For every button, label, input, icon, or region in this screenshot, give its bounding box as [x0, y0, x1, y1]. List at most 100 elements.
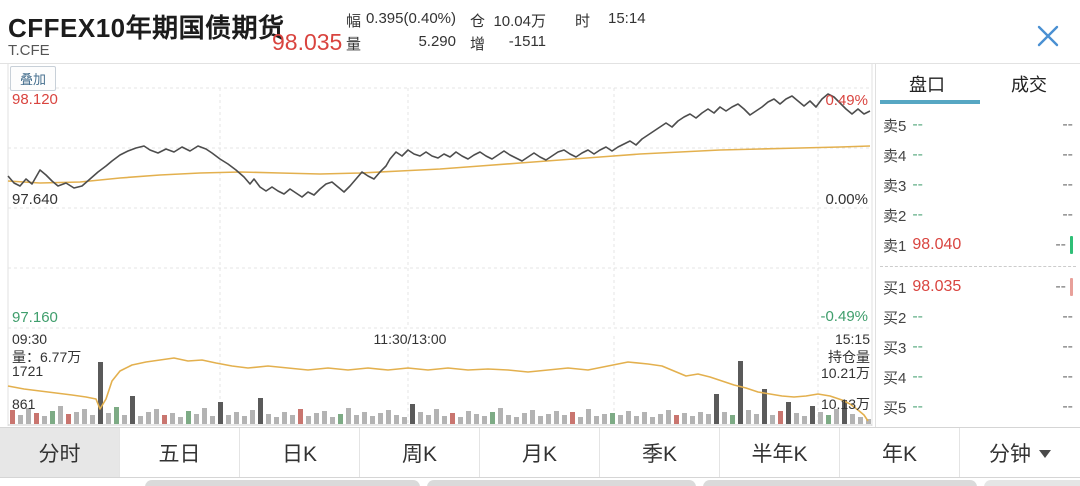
- book-row-price: --: [912, 398, 923, 415]
- book-row-price: --: [912, 146, 923, 163]
- pct-axis-top: 0.49%: [825, 92, 868, 109]
- bottom-action-pill[interactable]: [984, 480, 1080, 486]
- book-row-price: --: [912, 176, 923, 193]
- book-row-price: 98.035: [912, 278, 962, 295]
- dropdown-caret-icon: [1039, 450, 1051, 458]
- book-row-price: --: [912, 116, 923, 133]
- period-tab-label: 月K: [521, 442, 557, 466]
- period-tab-label: 年K: [881, 442, 917, 466]
- price-line: [7, 93, 871, 198]
- period-tab-label: 半年K: [751, 442, 808, 466]
- period-tab-label: 周K: [401, 442, 437, 466]
- book-row-label: 卖3: [883, 177, 907, 195]
- open-interest-low: 10.13万: [820, 396, 870, 412]
- period-tab-label: 分时: [38, 442, 81, 466]
- last-price: 98.035: [272, 29, 343, 55]
- instrument-code: T.CFE: [8, 42, 50, 59]
- pct-axis-mid: 0.00%: [825, 191, 868, 208]
- order-book-row[interactable]: 卖2 -- --: [876, 200, 1080, 230]
- period-tab-label: 分钟: [989, 442, 1031, 466]
- book-row-label: 买3: [883, 339, 907, 357]
- book-row-label: 买5: [883, 399, 907, 417]
- book-row-price: --: [912, 368, 923, 385]
- price-axis-top: 98.120: [12, 91, 58, 108]
- active-tab-underline: [880, 100, 980, 104]
- bottom-action-pill[interactable]: [145, 480, 420, 486]
- price-axis-mid: 97.640: [12, 191, 58, 208]
- period-tab-9[interactable]: 分钟: [960, 428, 1080, 477]
- volume-tick-high: 1721: [12, 363, 44, 379]
- open-interest-high: 10.21万: [820, 365, 870, 381]
- period-tab-bar: 分时 五日 日K 周K 月K 季K 半年K 年K 分钟: [0, 427, 1080, 478]
- book-volume-bar: [1070, 236, 1073, 254]
- book-row-label: 卖1: [883, 237, 907, 255]
- book-row-volume: --: [1062, 398, 1073, 415]
- book-row-label: 买1: [883, 279, 907, 297]
- header-divider: [0, 63, 1080, 64]
- book-mid-divider: [876, 260, 1080, 272]
- period-tab-2[interactable]: 五日: [120, 428, 240, 477]
- period-tab-7[interactable]: 半年K: [720, 428, 840, 477]
- stat-range-label: 幅: [346, 13, 362, 30]
- book-row-label: 卖2: [883, 207, 907, 225]
- stat-change-label: 增: [470, 36, 486, 53]
- time-axis-mid: 11:30/13:00: [373, 331, 447, 347]
- book-row-volume: --: [1062, 308, 1073, 325]
- pct-axis-bottom: -0.49%: [820, 308, 868, 325]
- book-row-label: 卖4: [883, 147, 907, 165]
- book-volume-bar: [1070, 278, 1073, 296]
- open-interest-line: [7, 357, 869, 422]
- order-book-row[interactable]: 卖5 -- --: [876, 110, 1080, 140]
- stat-time-value: 15:14: [608, 10, 646, 27]
- order-book-row[interactable]: 卖3 -- --: [876, 170, 1080, 200]
- book-row-volume: --: [1062, 338, 1073, 355]
- order-book-panel: 盘口 成交 卖5 -- -- 卖4 -- -- 卖3 -- -- 卖2 -- -- 卖1 98.040 --…: [875, 64, 1080, 427]
- time-axis-close: 15:15: [834, 331, 870, 347]
- tab-order-book[interactable]: 盘口: [909, 75, 945, 95]
- period-tab-1[interactable]: 分时: [0, 428, 120, 477]
- period-tab-8[interactable]: 年K: [840, 428, 960, 477]
- order-book-rows: 卖5 -- -- 卖4 -- -- 卖3 -- -- 卖2 -- -- 卖1 98.040 -- 买1 98.0…: [876, 110, 1080, 422]
- book-row-volume: --: [1062, 176, 1073, 193]
- order-book-row[interactable]: 买5 -- --: [876, 392, 1080, 422]
- order-book-row[interactable]: 卖4 -- --: [876, 140, 1080, 170]
- close-icon[interactable]: [1032, 20, 1064, 52]
- period-tab-4[interactable]: 周K: [360, 428, 480, 477]
- book-row-label: 卖5: [883, 117, 907, 135]
- order-book-row[interactable]: 卖1 98.040 --: [876, 230, 1080, 260]
- overlay-button[interactable]: 叠加: [10, 66, 57, 91]
- book-row-volume: --: [1062, 206, 1073, 223]
- tab-trades[interactable]: 成交: [1011, 75, 1047, 95]
- volume-bars: [10, 361, 871, 424]
- stat-volume-value: 5.290: [418, 33, 456, 50]
- book-row-price: 98.040: [912, 236, 962, 253]
- book-row-volume: --: [1062, 116, 1073, 133]
- book-row-volume: --: [1062, 146, 1073, 163]
- period-tab-3[interactable]: 日K: [240, 428, 360, 477]
- period-tab-5[interactable]: 月K: [480, 428, 600, 477]
- book-row-volume: --: [1055, 236, 1066, 253]
- order-book-row[interactable]: 买3 -- --: [876, 332, 1080, 362]
- instrument-title: CFFEX10年期国债期货: [8, 13, 285, 43]
- order-book-row[interactable]: 买4 -- --: [876, 362, 1080, 392]
- stat-position-label: 仓: [470, 13, 486, 30]
- order-book-tabs: 盘口 成交: [876, 64, 1080, 104]
- bottom-action-pill[interactable]: [427, 480, 696, 486]
- order-book-row[interactable]: 买1 98.035 --: [876, 272, 1080, 302]
- period-tab-label: 季K: [641, 442, 677, 466]
- time-axis-open: 09:30: [12, 331, 48, 347]
- book-row-price: --: [912, 338, 923, 355]
- average-price-line: [7, 145, 871, 184]
- order-book-row[interactable]: 买2 -- --: [876, 302, 1080, 332]
- bottom-action-pill[interactable]: [703, 480, 977, 486]
- stat-time-label: 时: [575, 13, 591, 30]
- book-row-volume: --: [1062, 368, 1073, 385]
- book-row-label: 买4: [883, 369, 907, 387]
- period-tab-label: 五日: [158, 442, 201, 466]
- book-row-label: 买2: [883, 309, 907, 327]
- stat-change-value: -1511: [508, 33, 546, 50]
- period-tab-6[interactable]: 季K: [600, 428, 720, 477]
- book-row-volume: --: [1055, 278, 1066, 295]
- stat-range-value: 0.395(0.40%): [365, 10, 456, 27]
